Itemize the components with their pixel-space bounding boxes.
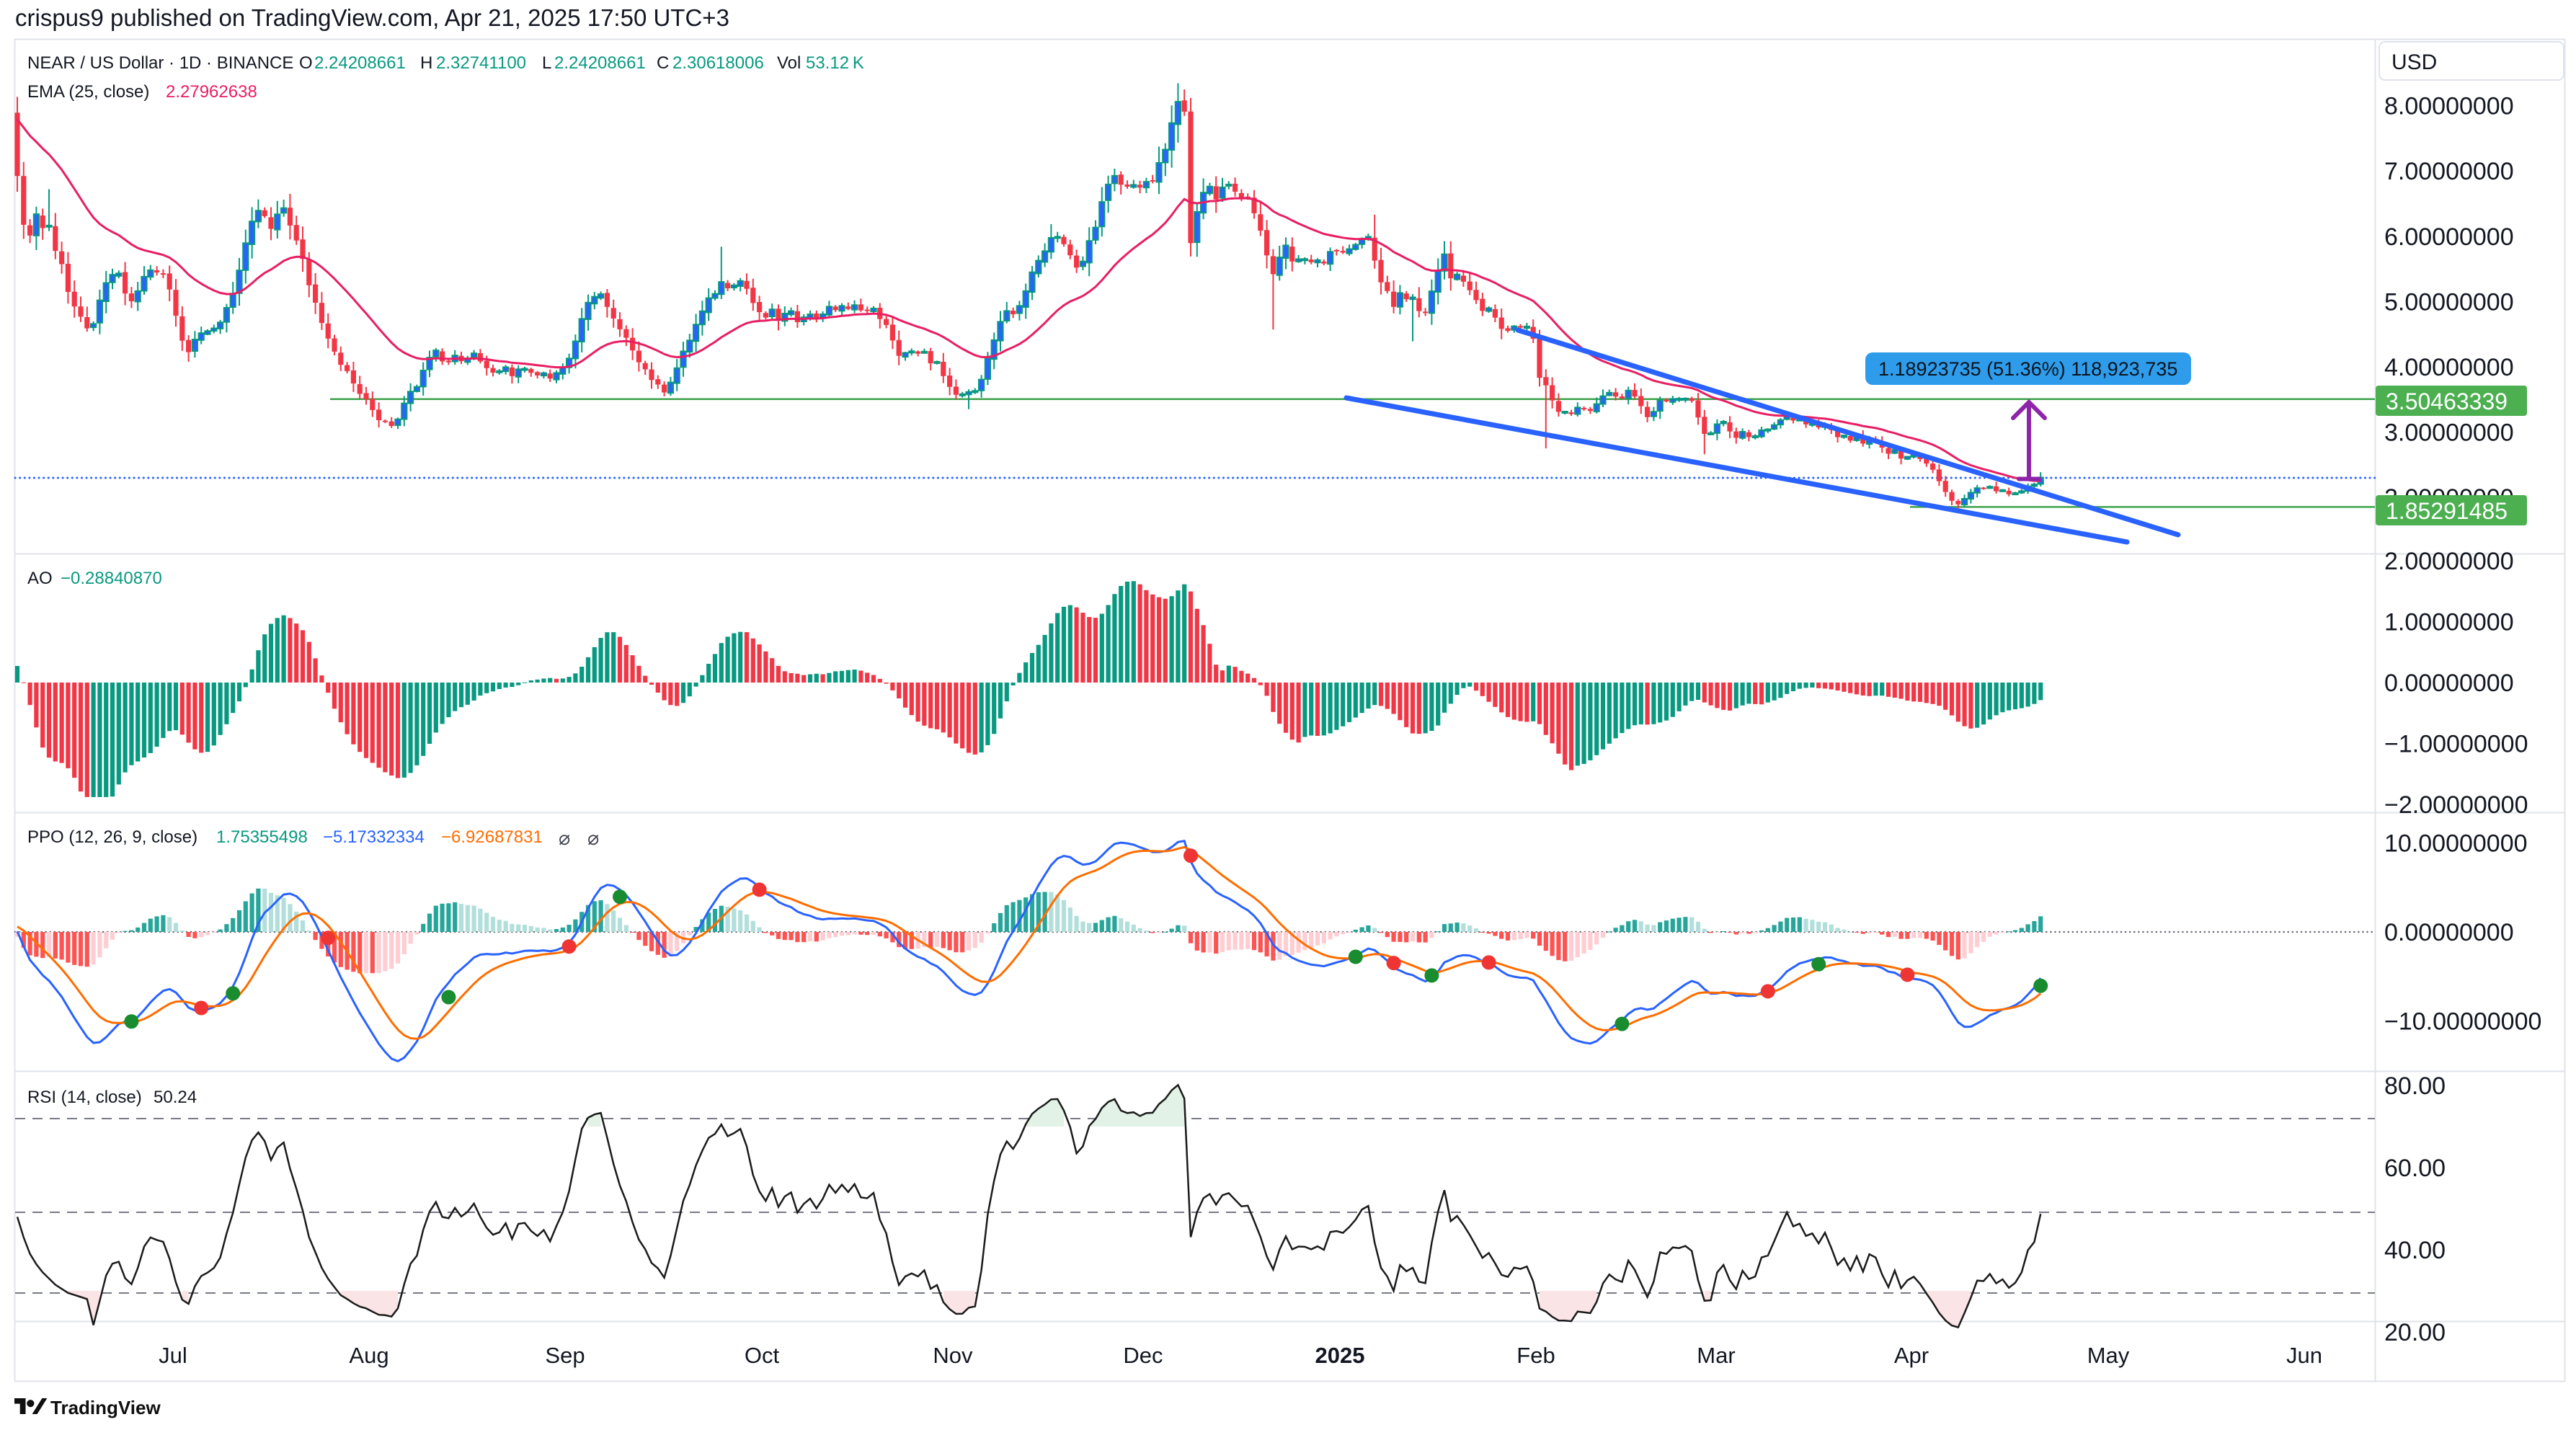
svg-text:3.50463339: 3.50463339 — [2386, 388, 2508, 414]
svg-text:L: L — [542, 53, 551, 73]
svg-text:RSI (14, close): RSI (14, close) — [27, 1088, 142, 1107]
svg-text:−10.00000000: −10.00000000 — [2384, 1008, 2541, 1036]
svg-text:6.00000000: 6.00000000 — [2384, 223, 2514, 251]
svg-text:2025: 2025 — [1315, 1343, 1365, 1368]
svg-text:8.00000000: 8.00000000 — [2384, 93, 2514, 120]
svg-text:⌀: ⌀ — [587, 827, 599, 849]
svg-text:Jun: Jun — [2286, 1343, 2322, 1368]
svg-text:1.75355498: 1.75355498 — [216, 827, 308, 847]
svg-text:2.00000000: 2.00000000 — [2384, 548, 2514, 575]
svg-text:2.30618006: 2.30618006 — [672, 53, 764, 73]
svg-text:Nov: Nov — [933, 1343, 973, 1368]
svg-text:0.00000000: 0.00000000 — [2384, 670, 2514, 697]
svg-text:−6.92687831: −6.92687831 — [441, 827, 543, 847]
svg-text:May: May — [2087, 1343, 2130, 1368]
svg-text:Vol: Vol — [777, 53, 801, 73]
svg-text:40.00: 40.00 — [2384, 1237, 2446, 1264]
svg-text:−1.00000000: −1.00000000 — [2384, 731, 2528, 758]
svg-text:2.24208661: 2.24208661 — [314, 53, 406, 73]
svg-text:0.00000000: 0.00000000 — [2384, 919, 2514, 946]
svg-text:Feb: Feb — [1516, 1343, 1555, 1368]
svg-text:2.24208661: 2.24208661 — [554, 53, 646, 73]
svg-text:AO: AO — [27, 569, 53, 588]
svg-text:3.00000000: 3.00000000 — [2384, 419, 2514, 447]
svg-text:10.00000000: 10.00000000 — [2384, 830, 2528, 858]
svg-text:PPO (12, 26, 9, close): PPO (12, 26, 9, close) — [27, 827, 197, 847]
svg-text:1.18923735 (51.36%) 118,923,73: 1.18923735 (51.36%) 118,923,735 — [1878, 358, 2177, 380]
svg-text:Oct: Oct — [745, 1343, 780, 1368]
svg-text:−5.17332334: −5.17332334 — [323, 827, 425, 847]
svg-text:80.00: 80.00 — [2384, 1072, 2446, 1100]
svg-text:50.24: 50.24 — [154, 1088, 197, 1107]
svg-text:Jul: Jul — [159, 1343, 187, 1368]
svg-text:⌀: ⌀ — [559, 827, 570, 849]
svg-text:Dec: Dec — [1123, 1343, 1163, 1368]
svg-text:Mar: Mar — [1697, 1343, 1735, 1368]
svg-text:Apr: Apr — [1894, 1343, 1929, 1368]
svg-text:60.00: 60.00 — [2384, 1155, 2446, 1182]
svg-text:1.00000000: 1.00000000 — [2384, 609, 2514, 636]
svg-text:USD: USD — [2391, 50, 2437, 74]
svg-text:crispus9 published on TradingV: crispus9 published on TradingView.com, A… — [15, 4, 729, 31]
svg-text:EMA (25, close): EMA (25, close) — [27, 82, 149, 102]
svg-text:TradingView: TradingView — [50, 1397, 161, 1418]
svg-text:NEAR / US Dollar · 1D · BINANC: NEAR / US Dollar · 1D · BINANCE — [27, 53, 293, 73]
svg-text:2.27962638: 2.27962638 — [166, 82, 257, 102]
svg-text:Sep: Sep — [545, 1343, 585, 1368]
svg-text:5.00000000: 5.00000000 — [2384, 288, 2514, 316]
svg-text:53.12 K: 53.12 K — [806, 53, 864, 73]
svg-text:C: C — [657, 53, 669, 73]
svg-text:4.00000000: 4.00000000 — [2384, 354, 2514, 381]
svg-text:2.32741100: 2.32741100 — [436, 53, 526, 73]
svg-text:O: O — [299, 53, 313, 73]
svg-text:−0.28840870: −0.28840870 — [61, 569, 162, 588]
svg-text:7.00000000: 7.00000000 — [2384, 158, 2514, 185]
svg-text:Aug: Aug — [349, 1343, 388, 1368]
svg-text:−2.00000000: −2.00000000 — [2384, 791, 2528, 819]
svg-text:H: H — [420, 53, 432, 73]
svg-text:1.85291485: 1.85291485 — [2386, 498, 2508, 524]
svg-text:20.00: 20.00 — [2384, 1319, 2446, 1346]
